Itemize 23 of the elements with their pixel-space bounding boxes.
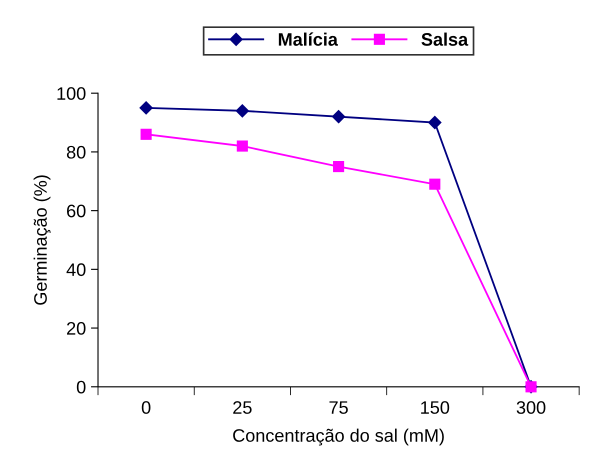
y-tick-label: 40 — [66, 263, 86, 276]
point — [332, 110, 346, 124]
y-tick-label: 20 — [67, 322, 86, 335]
y-tick-label: 100 — [57, 87, 86, 100]
point — [428, 116, 442, 130]
point — [140, 101, 153, 114]
y-tick-label: 0 — [76, 380, 86, 394]
x-tick-label: 150 — [421, 401, 450, 414]
legend-label: Malícia — [278, 32, 338, 46]
x-tick-label: 75 — [329, 401, 348, 414]
point — [236, 104, 249, 118]
x-tick-label: 300 — [516, 401, 546, 414]
y-axis-title: Germinação (%) — [34, 175, 51, 305]
point — [429, 178, 440, 190]
point — [333, 161, 344, 172]
y-tick-label: 80 — [66, 146, 86, 159]
x-tick-label: 0 — [142, 401, 150, 414]
legend-label: Salsa — [421, 32, 468, 46]
point — [236, 140, 248, 152]
point — [140, 128, 152, 140]
x-axis-title: Concentração do sal (mM) — [233, 428, 444, 446]
y-tick-label: 60 — [67, 204, 86, 218]
x-tick-label: 25 — [233, 401, 252, 414]
